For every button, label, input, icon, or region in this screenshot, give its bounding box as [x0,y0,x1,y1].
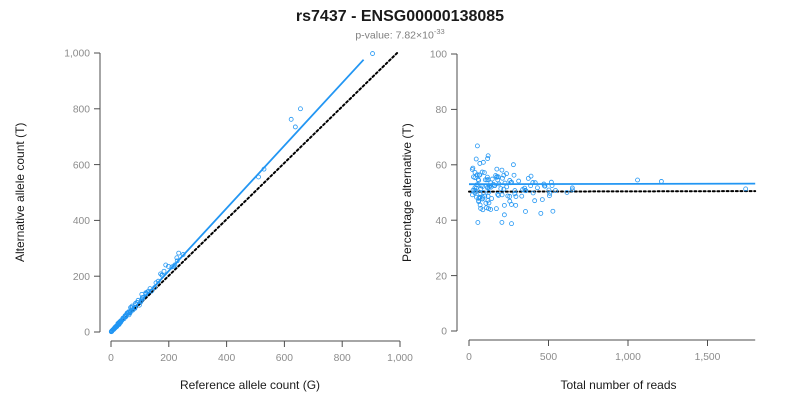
svg-text:0: 0 [84,328,90,339]
svg-text:60: 60 [436,161,448,172]
svg-text:1,500: 1,500 [695,352,721,363]
svg-text:1,000: 1,000 [615,352,641,363]
svg-text:800: 800 [334,353,351,364]
svg-text:0: 0 [466,352,472,363]
svg-text:20: 20 [436,271,448,282]
svg-text:40: 40 [436,216,448,227]
svg-text:100: 100 [430,50,447,61]
svg-text:0: 0 [441,327,447,338]
svg-text:200: 200 [73,272,90,283]
svg-text:400: 400 [73,216,90,227]
svg-text:80: 80 [436,105,448,116]
svg-text:200: 200 [160,353,177,364]
svg-text:400: 400 [218,353,235,364]
svg-text:600: 600 [73,160,90,171]
svg-text:1,000: 1,000 [387,353,413,364]
svg-text:600: 600 [276,353,293,364]
svg-text:1,000: 1,000 [64,49,90,60]
svg-text:0: 0 [108,353,114,364]
svg-text:800: 800 [73,105,90,116]
svg-text:500: 500 [540,352,557,363]
